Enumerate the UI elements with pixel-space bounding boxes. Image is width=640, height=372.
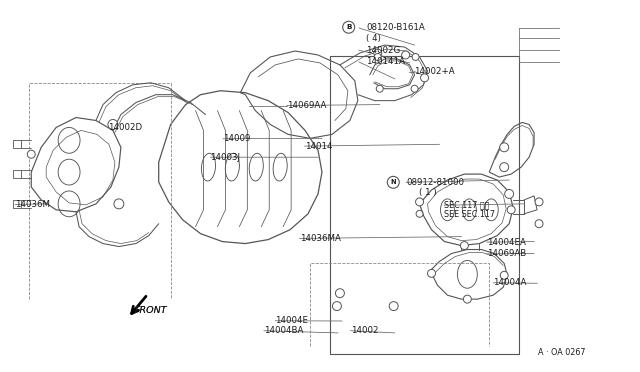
- Circle shape: [402, 51, 410, 59]
- Text: SEC.117 参照: SEC.117 参照: [444, 201, 490, 210]
- Text: SEE SEC.117: SEE SEC.117: [444, 209, 495, 219]
- Text: N: N: [390, 179, 396, 185]
- Circle shape: [412, 54, 419, 60]
- Text: A · OA 0267: A · OA 0267: [538, 349, 586, 357]
- Circle shape: [374, 49, 381, 57]
- Text: 08120-B161A: 08120-B161A: [366, 23, 424, 32]
- Circle shape: [389, 302, 398, 311]
- Circle shape: [460, 241, 468, 250]
- Circle shape: [28, 150, 35, 158]
- Circle shape: [500, 163, 509, 171]
- Text: 14002G: 14002G: [366, 46, 400, 55]
- Text: 14004EA: 14004EA: [487, 238, 526, 247]
- Circle shape: [332, 302, 341, 311]
- Text: FRONT: FRONT: [135, 306, 168, 315]
- Text: FRONT: FRONT: [135, 306, 168, 315]
- Circle shape: [415, 198, 424, 206]
- Circle shape: [376, 85, 383, 92]
- Circle shape: [505, 189, 514, 198]
- Circle shape: [387, 176, 399, 188]
- Circle shape: [416, 210, 423, 217]
- Circle shape: [411, 85, 418, 92]
- Circle shape: [420, 74, 429, 82]
- Text: 140141A: 140141A: [366, 57, 404, 67]
- Circle shape: [535, 220, 543, 228]
- Text: 14003J: 14003J: [211, 153, 241, 162]
- Circle shape: [500, 271, 508, 279]
- Circle shape: [342, 21, 355, 33]
- Text: 14069AA: 14069AA: [287, 101, 326, 110]
- Circle shape: [535, 198, 543, 206]
- Text: 14004A: 14004A: [493, 278, 527, 287]
- Circle shape: [114, 199, 124, 209]
- Text: 14069AB: 14069AB: [487, 250, 526, 259]
- Text: 08912-81000: 08912-81000: [406, 178, 464, 187]
- Circle shape: [500, 143, 509, 152]
- Circle shape: [108, 119, 118, 129]
- Text: 14002D: 14002D: [108, 123, 143, 132]
- Text: ( 1 ): ( 1 ): [419, 188, 436, 197]
- Text: 14036M: 14036M: [15, 200, 51, 209]
- Text: 14002+A: 14002+A: [414, 67, 455, 76]
- Circle shape: [463, 295, 471, 303]
- Circle shape: [507, 206, 515, 214]
- Text: 14036MA: 14036MA: [300, 234, 340, 243]
- Text: 14009: 14009: [223, 134, 250, 143]
- Circle shape: [374, 54, 381, 60]
- Circle shape: [335, 289, 344, 298]
- Text: B: B: [346, 24, 351, 30]
- Text: 14014: 14014: [305, 142, 332, 151]
- Text: 14004E: 14004E: [275, 316, 308, 325]
- Text: 14002: 14002: [351, 326, 378, 335]
- Text: ( 4): ( 4): [366, 34, 381, 43]
- Text: 14004BA: 14004BA: [264, 326, 303, 335]
- Circle shape: [428, 269, 435, 277]
